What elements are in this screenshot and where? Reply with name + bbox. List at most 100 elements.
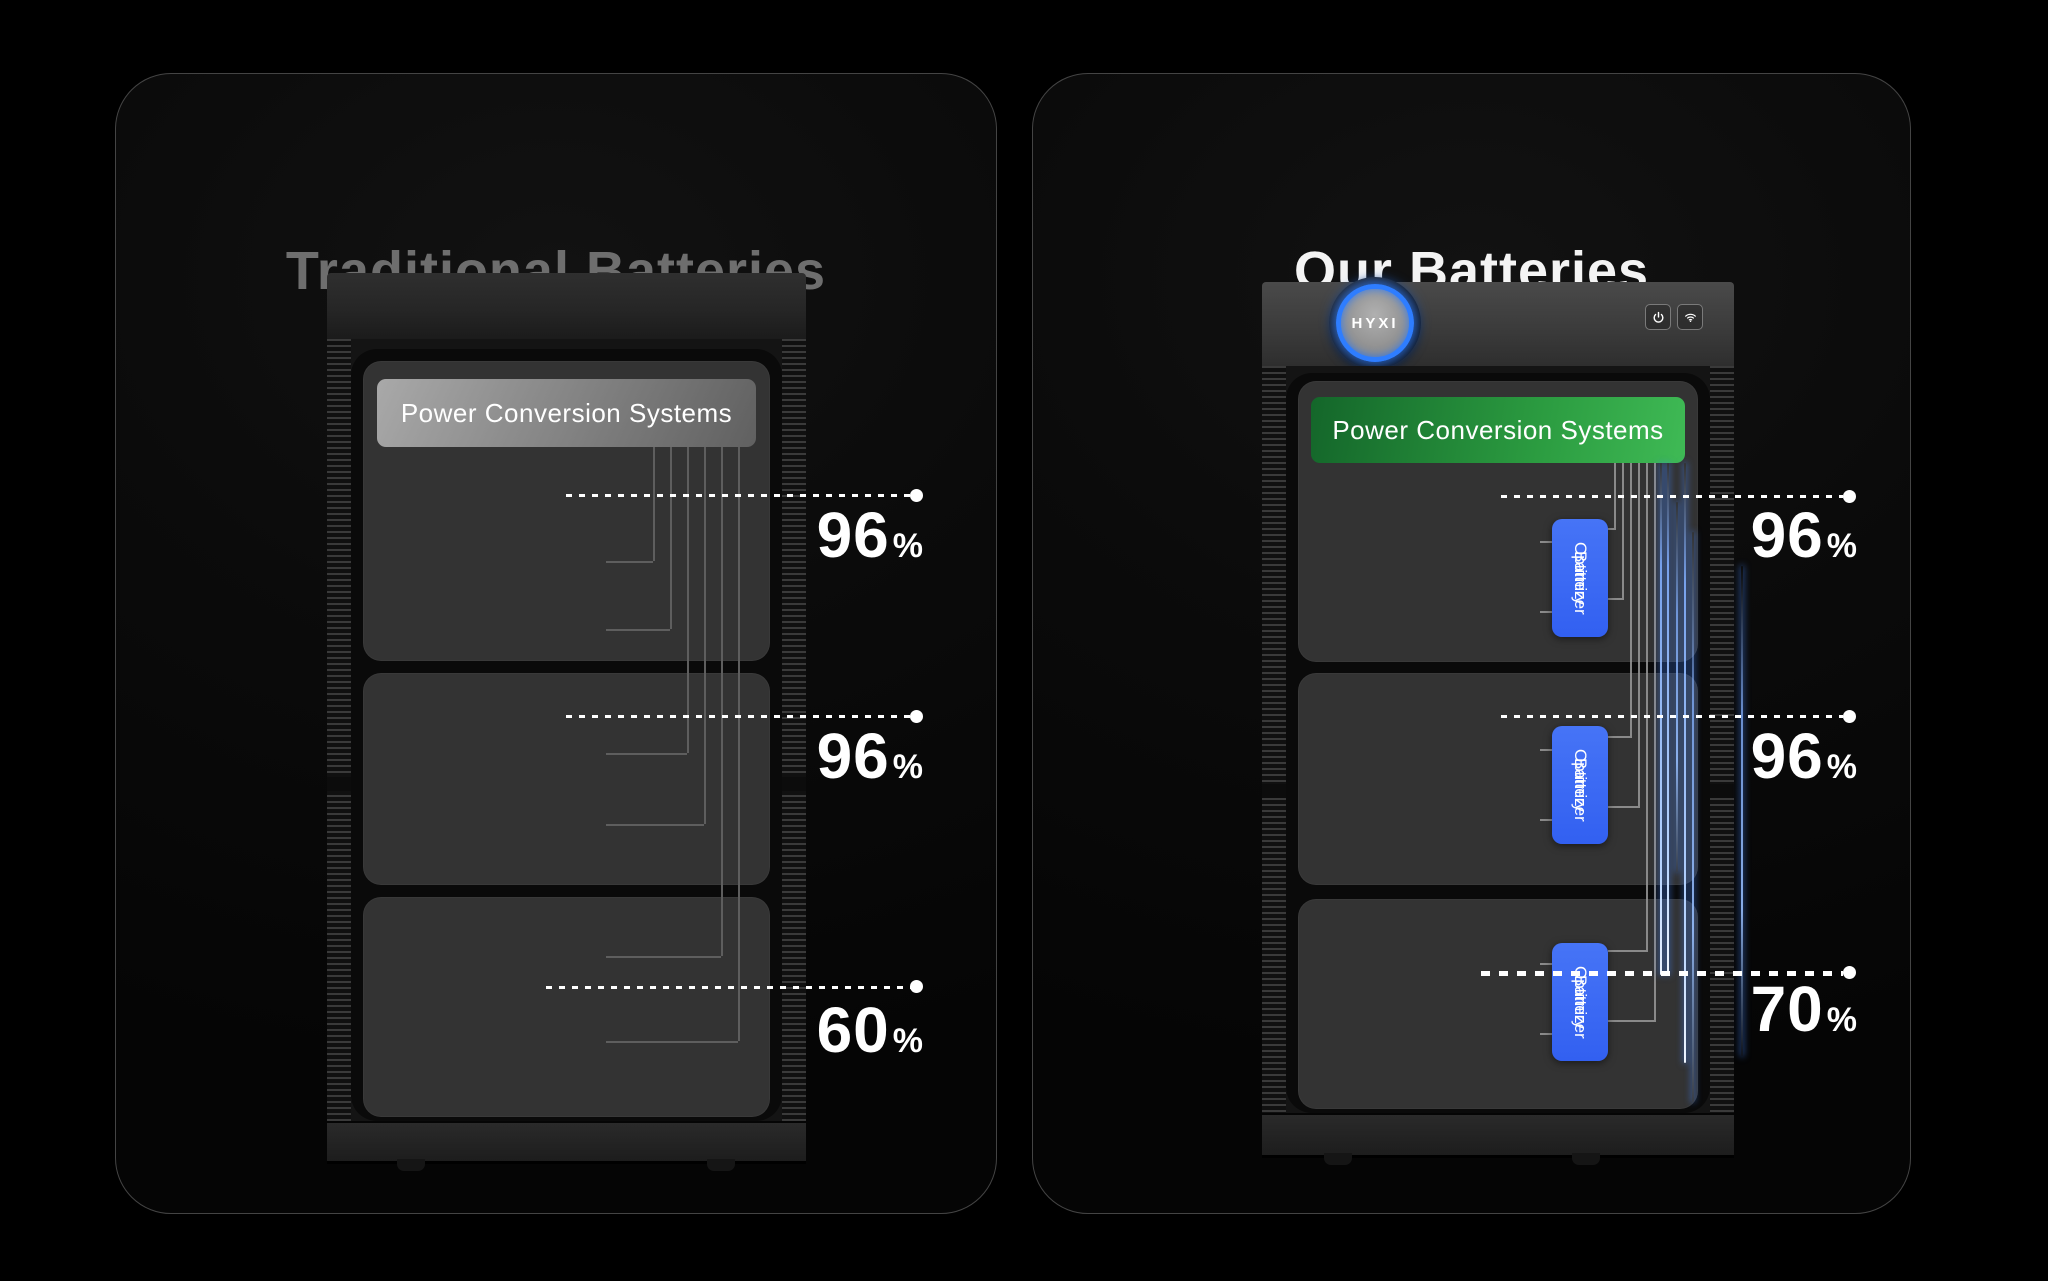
cabinet-base (327, 1121, 806, 1164)
level-label: 70% (1751, 977, 1857, 1041)
level-suffix: % (1826, 748, 1857, 786)
wire (1608, 736, 1632, 738)
power-button[interactable] (1645, 304, 1671, 330)
level-dash-line (566, 494, 911, 497)
level-label: 60% (817, 998, 923, 1062)
wire (738, 447, 740, 1041)
level-suffix: % (1826, 1001, 1857, 1039)
wire (606, 1041, 738, 1043)
wire (1608, 598, 1624, 600)
level-dot (910, 710, 923, 723)
wire (606, 629, 670, 631)
wire (1540, 1033, 1552, 1035)
wire (1608, 806, 1640, 808)
wire (1608, 950, 1648, 952)
power-conversion-systems-bar: Power Conversion Systems (377, 379, 756, 447)
wire (687, 447, 689, 753)
battery-cell-row (1311, 699, 1540, 871)
cabinet-vent-rail-right (1710, 366, 1734, 1113)
level-label: 96% (1751, 503, 1857, 567)
level-label: 96% (817, 503, 923, 567)
level-dash-line (1501, 715, 1843, 718)
level-dash-line (546, 986, 911, 989)
wire (1540, 541, 1552, 543)
cabinet-base (1262, 1113, 1734, 1158)
energy-flow-line (1660, 463, 1662, 975)
battery-cell (1311, 473, 1345, 653)
optimizer-label-line2: Optimizer (1570, 965, 1590, 1039)
wire (606, 561, 653, 563)
battery-cell (1311, 919, 1345, 1089)
wire (653, 447, 655, 561)
optimizer-label-line1: Battery (1570, 551, 1590, 605)
level-label: 96% (1751, 724, 1857, 788)
optimizer-label-line2: Optimizer (1570, 748, 1590, 822)
level-dot (1843, 490, 1856, 503)
battery-optimizer-module: Battery Optimizer (1552, 943, 1608, 1061)
cabinet-foot (1324, 1153, 1352, 1165)
cabinet-foot (707, 1159, 735, 1171)
level-value: 96 (816, 499, 890, 571)
panel-our-batteries: Our Batteries HYXI (1032, 73, 1911, 1214)
level-dash-line (1501, 495, 1843, 498)
power-conversion-systems-bar: Power Conversion Systems (1311, 397, 1685, 463)
level-value: 96 (1750, 499, 1824, 571)
energy-flow-line (1692, 532, 1694, 1102)
level-value: 70 (1750, 973, 1824, 1045)
wire (1540, 819, 1552, 821)
wire (721, 447, 723, 956)
shelf-module-2 (363, 673, 770, 885)
wire (1630, 463, 1632, 736)
cabinet-vent-rail-right (782, 339, 806, 1121)
power-icon (1652, 311, 1664, 323)
level-dash-line (566, 715, 911, 718)
wire (1654, 463, 1656, 1020)
logo-glow-ring: HYXI (1336, 284, 1414, 362)
wire (1622, 463, 1624, 598)
battery-cell-row (377, 911, 606, 1101)
hyxi-logo: HYXI (1329, 277, 1421, 369)
battery-cell (377, 471, 411, 647)
wifi-button[interactable] (1677, 304, 1703, 330)
wire (1540, 749, 1552, 751)
hyxi-battery-cabinet: HYXI Power Conversion Systems (1262, 277, 1734, 1165)
optimizer-label-line2: Optimizer (1570, 541, 1590, 615)
level-suffix: % (892, 527, 923, 565)
cabinet-top-panel (327, 273, 806, 342)
energy-flow-line (1676, 502, 1678, 872)
wifi-icon (1684, 313, 1696, 322)
panel-traditional-batteries: Traditional Batteries Power Conversion S… (115, 73, 997, 1214)
level-dot (1843, 966, 1856, 979)
wire (1608, 1020, 1656, 1022)
cabinet-vent-rail-left (1262, 366, 1286, 1113)
wire (606, 753, 687, 755)
level-value: 96 (816, 720, 890, 792)
traditional-battery-cabinet: Power Conversion Systems (327, 273, 806, 1171)
wire (1608, 528, 1616, 530)
wire (606, 824, 704, 826)
level-value: 60 (816, 994, 890, 1066)
energy-flow-line-external (1741, 566, 1743, 1056)
cabinet-foot (1572, 1153, 1600, 1165)
battery-cell (377, 911, 411, 1101)
battery-cell-row (377, 699, 606, 869)
wire (1638, 463, 1640, 806)
level-label: 96% (817, 724, 923, 788)
brand-text: HYXI (1351, 314, 1399, 332)
optimizer-label-line1: Battery (1570, 758, 1590, 812)
battery-cell (1311, 699, 1345, 871)
level-dot (910, 980, 923, 993)
level-value: 96 (1750, 720, 1824, 792)
wire (1540, 611, 1552, 613)
battery-optimizer-module: Battery Optimizer (1552, 519, 1608, 637)
shelf-module-3 (363, 897, 770, 1117)
level-suffix: % (892, 748, 923, 786)
wire (704, 447, 706, 824)
wire (1646, 463, 1648, 950)
level-suffix: % (892, 1022, 923, 1060)
battery-cell-row (1311, 473, 1540, 653)
cabinet-vent-rail-left (327, 339, 351, 1121)
shelf-module-3 (1298, 899, 1698, 1109)
level-suffix: % (1826, 527, 1857, 565)
